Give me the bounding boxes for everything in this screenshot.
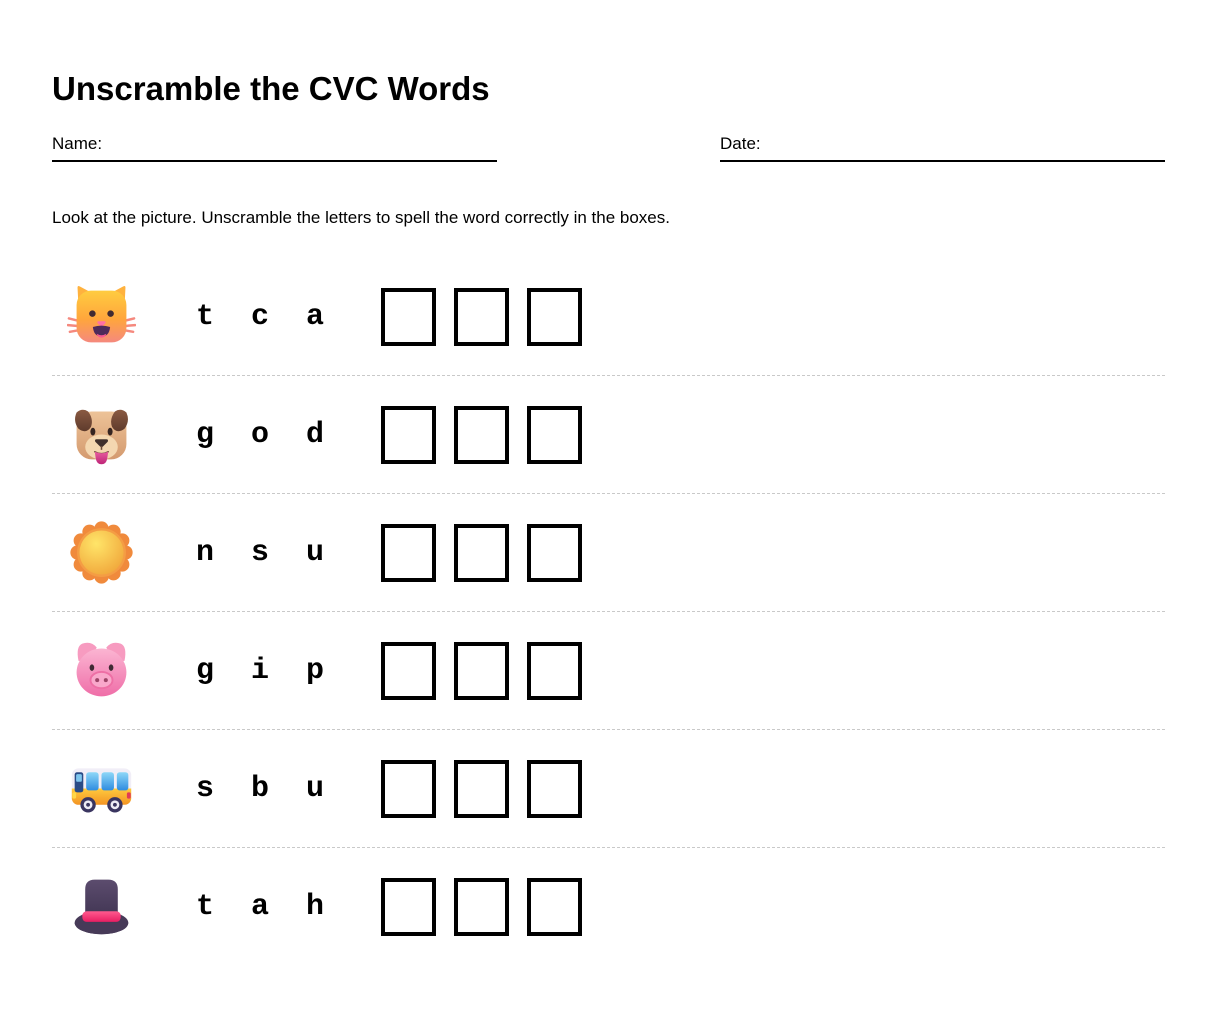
scrambled-letter: h (306, 889, 325, 924)
cat-emoji (67, 286, 136, 343)
scrambled-letter: i (251, 653, 270, 688)
scrambled-letter: a (306, 299, 325, 334)
scrambled-letter: n (196, 535, 215, 570)
answer-box[interactable] (527, 287, 582, 346)
answer-box[interactable] (454, 641, 509, 700)
scrambled-letter: u (306, 535, 325, 570)
scrambled-letters: g i p (196, 656, 324, 686)
scrambled-letter: b (251, 771, 270, 806)
scrambled-letters: g o d (196, 420, 324, 450)
page-title: Unscramble the CVC Words (52, 70, 490, 107)
date-field[interactable]: Date: (720, 134, 1165, 162)
scrambled-letter: o (251, 417, 270, 452)
answer-box[interactable] (527, 405, 582, 464)
header-fields: Name: Date: (52, 134, 1165, 162)
scrambled-letter: p (306, 653, 325, 688)
instructions-text: Look at the picture. Unscramble the lett… (52, 208, 670, 227)
sun-emoji (70, 521, 133, 584)
scrambled-letter: c (251, 299, 270, 334)
scrambled-letter: s (196, 771, 215, 806)
answer-box[interactable] (454, 405, 509, 464)
answer-box[interactable] (527, 877, 582, 936)
scrambled-letter: d (306, 417, 325, 452)
answer-box[interactable] (381, 877, 436, 936)
scrambled-letter: g (196, 653, 215, 688)
scrambled-letter: g (196, 417, 215, 452)
scrambled-letter: s (251, 535, 270, 570)
scrambled-letters: n s u (196, 538, 324, 568)
worksheet-page: Unscramble the CVC Words Name: Date: Loo… (52, 70, 1165, 965)
answer-box[interactable] (381, 641, 436, 700)
word-row-hat: t a h (52, 848, 1165, 965)
answer-boxes (381, 877, 582, 936)
answer-box[interactable] (527, 641, 582, 700)
scrambled-letters: t c a (196, 302, 324, 332)
answer-boxes (381, 523, 582, 582)
answer-box[interactable] (454, 877, 509, 936)
date-label: Date: (720, 134, 761, 153)
word-rows: t c a (52, 258, 1165, 965)
name-label: Name: (52, 134, 103, 153)
dog-emoji (75, 409, 128, 465)
scrambled-letters: t a h (196, 892, 324, 922)
word-row-bus: s b u (52, 730, 1165, 848)
answer-box[interactable] (454, 287, 509, 346)
answer-box[interactable] (381, 287, 436, 346)
answer-box[interactable] (381, 759, 436, 818)
scrambled-letter: t (196, 889, 215, 924)
scrambled-letter: u (306, 771, 325, 806)
answer-box[interactable] (381, 405, 436, 464)
answer-box[interactable] (381, 523, 436, 582)
answer-box[interactable] (527, 759, 582, 818)
answer-box[interactable] (527, 523, 582, 582)
scrambled-letter: t (196, 299, 215, 334)
answer-boxes (381, 287, 582, 346)
scrambled-letter: a (251, 889, 270, 924)
word-row-pig: g i p (52, 612, 1165, 730)
scrambled-letters: s b u (196, 774, 324, 804)
word-row-dog: g o d (52, 376, 1165, 494)
answer-box[interactable] (454, 759, 509, 818)
name-field[interactable]: Name: (52, 134, 497, 162)
word-row-sun: n s u (52, 494, 1165, 612)
pig-emoji (76, 642, 127, 697)
answer-boxes (381, 759, 582, 818)
word-row-cat: t c a (52, 258, 1165, 376)
answer-boxes (381, 641, 582, 700)
top-hat-emoji (74, 879, 129, 935)
answer-boxes (381, 405, 582, 464)
bus-emoji (71, 768, 132, 813)
answer-box[interactable] (454, 523, 509, 582)
